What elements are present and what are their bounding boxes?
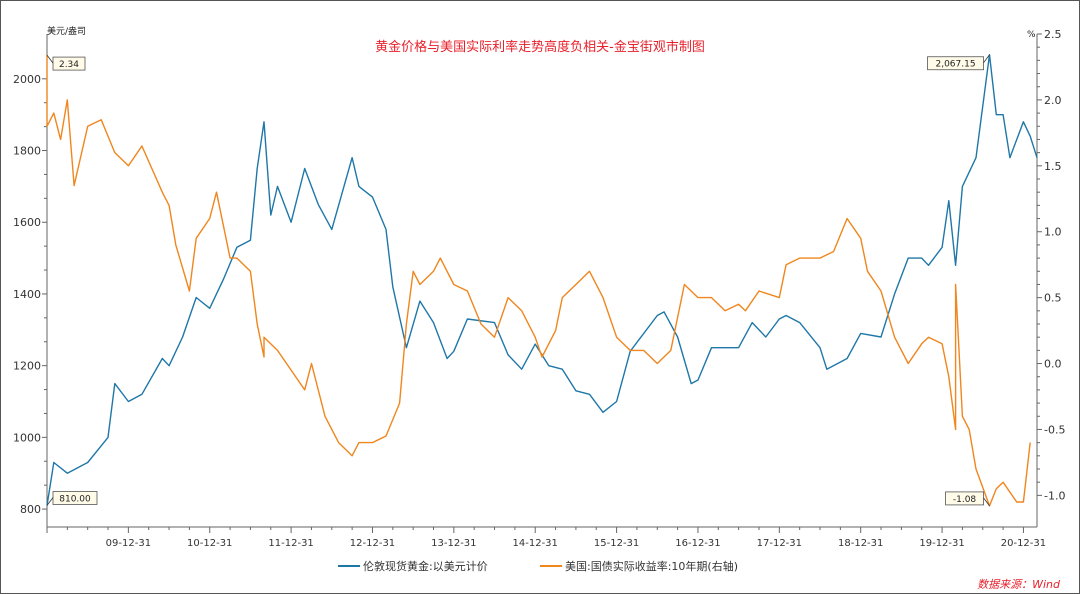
legend-swatch-gold [338,565,360,567]
x-axis-tick-label: 15-12-31 [594,538,639,549]
left-axis-tick-label: 800 [20,503,41,516]
x-axis-tick-label: 19-12-31 [919,538,964,549]
x-axis-tick-label: 13-12-31 [431,538,476,549]
x-axis-tick-label: 18-12-31 [838,538,883,549]
annotation-arrow [46,497,54,506]
left-axis-tick-label: 1800 [13,145,41,158]
gold-price-line [46,54,1038,506]
x-axis-tick-label: 09-12-31 [106,538,151,549]
annotation-label: 2,067.15 [935,60,975,70]
x-axis-tick-label: 20-12-31 [1001,538,1046,549]
left-axis-tick-label: 1200 [13,360,41,373]
right-axis-tick-label: 2.0 [1044,94,1062,107]
annotation-arrow [983,497,990,507]
annotation-label: 2.34 [59,60,79,70]
legend-swatch-real-yield [540,565,562,567]
left-axis-tick-label: 1600 [13,216,41,229]
annotation-box [52,56,86,71]
real-yield-line [46,55,1031,507]
annotation-label: -1.08 [953,495,977,505]
right-axis-tick-label: -1.0 [1044,489,1065,502]
legend-item-gold: 伦敦现货黄金:以美元计价 [338,558,488,574]
legend-label-gold: 伦敦现货黄金:以美元计价 [363,560,488,573]
right-axis-tick-label: -0.5 [1044,423,1065,436]
annotation-box [927,56,984,71]
right-axis-tick-label: 0.5 [1044,292,1062,305]
right-axis-unit: % [1027,30,1036,40]
annotation-label: 810.00 [59,494,91,504]
x-axis-tick-label: 16-12-31 [675,538,720,549]
x-axis-tick-label: 10-12-31 [187,538,232,549]
legend-item-real-yield: 美国:国债实际收益率:10年期(右轴) [540,558,738,574]
right-axis-tick-label: 1.0 [1044,226,1062,239]
left-axis-tick-label: 1400 [13,288,41,301]
right-axis-tick-label: 1.5 [1044,160,1062,173]
annotation-arrow [983,54,990,63]
x-axis-tick-label: 11-12-31 [268,538,313,549]
x-axis-tick-label: 12-12-31 [350,538,395,549]
right-axis-tick-label: 0.0 [1044,358,1062,371]
data-source: 数据来源：Wind [977,578,1060,591]
x-axis-tick-label: 17-12-31 [757,538,802,549]
right-axis-tick-label: 2.5 [1044,28,1062,41]
left-axis-unit: 美元/盎司 [47,25,86,37]
left-axis-tick-label: 2000 [13,73,41,86]
left-axis-tick-label: 1000 [13,431,41,444]
annotation-arrow [46,54,54,64]
x-axis-tick-label: 14-12-31 [513,538,558,549]
legend-label-real-yield: 美国:国债实际收益率:10年期(右轴) [565,560,738,573]
chart-title: 黄金价格与美国实际利率走势高度负相关-金宝街观市制图 [375,40,705,55]
